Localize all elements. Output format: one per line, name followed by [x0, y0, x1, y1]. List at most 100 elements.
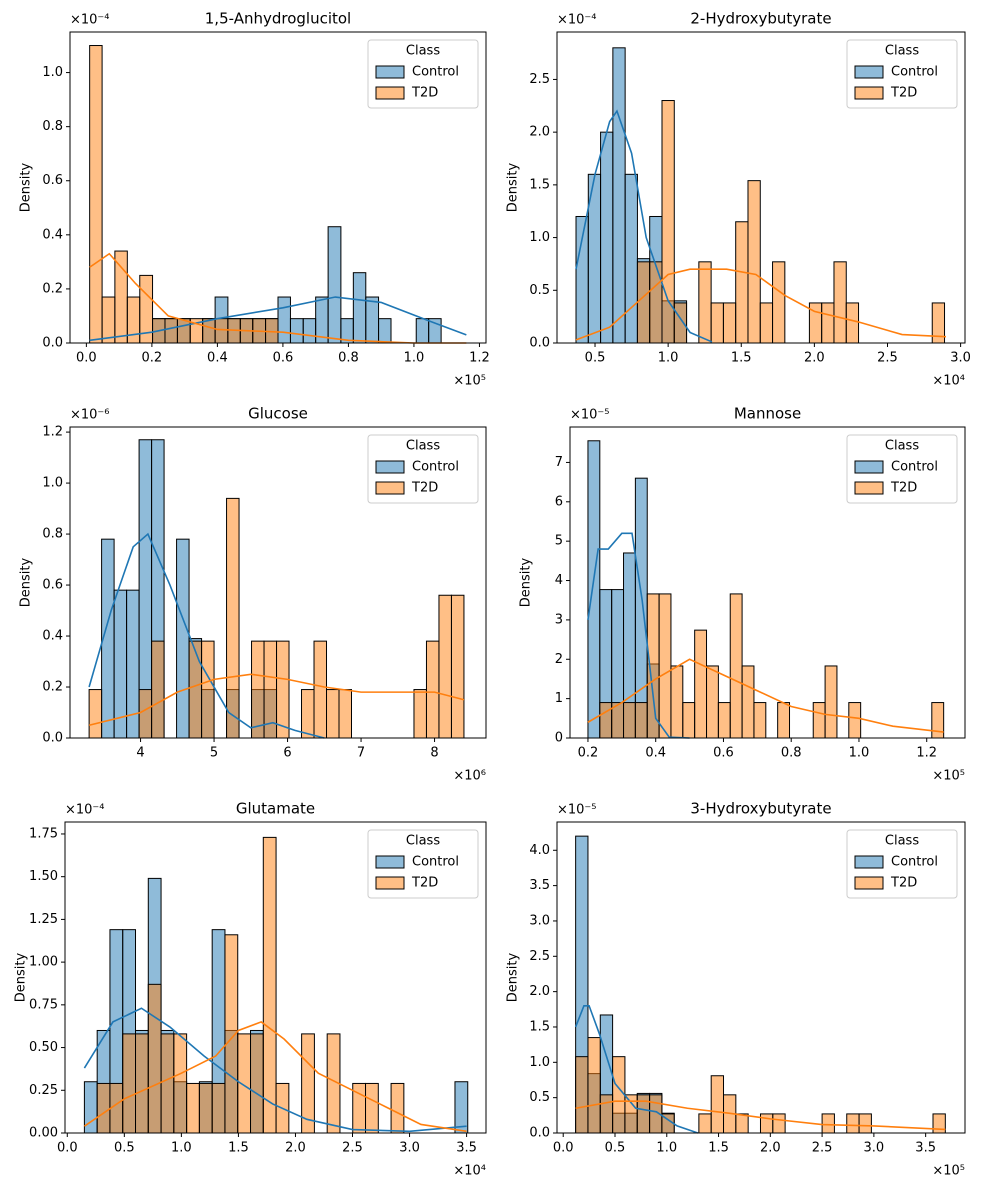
- legend-swatch: [854, 855, 884, 869]
- y-tick-label: 0.8: [42, 119, 63, 134]
- y-tick-label: 0.4: [42, 227, 63, 242]
- y-tick-label: 0.8: [42, 527, 63, 542]
- histogram-bar: [845, 302, 860, 344]
- histogram-bar: [612, 47, 626, 344]
- histogram-bar: [338, 689, 352, 739]
- y-tick-label: 3.5: [529, 878, 550, 893]
- histogram-bar: [649, 261, 663, 344]
- y-tick-label: 0.0: [42, 731, 63, 746]
- histogram-bar: [858, 1113, 872, 1134]
- x-tick-label: 2.5: [812, 1141, 833, 1156]
- histogram-bar: [101, 296, 116, 344]
- kde-line: [89, 252, 467, 344]
- y-tick-label: 1.00: [29, 955, 58, 970]
- x-tick-label: 3.0: [950, 351, 971, 366]
- y-tick-label: 0.2: [42, 680, 63, 695]
- y-axis-label: Density: [19, 557, 34, 607]
- histogram-bar: [160, 1033, 175, 1134]
- histogram-bar: [612, 1056, 626, 1134]
- histogram-bar: [722, 302, 737, 344]
- legend-label: T2D: [890, 876, 917, 891]
- histogram-bar: [415, 318, 430, 344]
- x-tick-label: 0.8: [338, 351, 359, 366]
- x-offset-label: ×10⁵: [932, 1164, 965, 1179]
- histogram-bar: [682, 702, 696, 739]
- y-tick-label: 1.2: [42, 425, 63, 440]
- histogram-bar: [710, 302, 724, 344]
- histogram-bar: [438, 594, 452, 739]
- x-tick-label: 1.5: [228, 1141, 249, 1156]
- histogram-bar: [327, 226, 342, 344]
- legend-swatch: [375, 460, 405, 474]
- y-tick-label: 0.0: [529, 336, 550, 351]
- histogram-bar: [89, 45, 103, 344]
- histogram-bar: [147, 983, 162, 1134]
- axes-frame: [556, 821, 966, 1134]
- y-tick-label: 2.5: [529, 72, 550, 87]
- kde-line: [574, 1004, 699, 1134]
- x-tick-label: 3.5: [915, 1141, 936, 1156]
- x-tick-label: 0.0: [553, 1141, 574, 1156]
- histogram-bar: [670, 665, 684, 739]
- y-tick-label: 4: [555, 573, 563, 588]
- x-tick-label: 1.2: [469, 351, 490, 366]
- histogram-bar: [747, 180, 761, 344]
- y-tick-label: 1.75: [29, 826, 58, 841]
- y-tick-label: 1.5: [529, 1019, 550, 1034]
- legend-title: Class: [406, 439, 440, 454]
- histogram-bar: [276, 640, 290, 739]
- histogram-bar: [211, 1082, 226, 1134]
- histogram-bar: [202, 318, 216, 344]
- y-tick-label: 1.0: [42, 476, 63, 491]
- y-tick-label: 0.25: [29, 1083, 58, 1098]
- histogram-bar: [262, 836, 277, 1134]
- histogram-bar: [251, 640, 265, 739]
- histogram-bar: [352, 272, 367, 344]
- y-tick-label: 0.50: [29, 1040, 58, 1055]
- histogram-bar: [848, 702, 862, 739]
- x-tick-label: 0.5: [114, 1141, 135, 1156]
- histogram-bar: [587, 1037, 601, 1134]
- histogram-bar: [759, 302, 774, 344]
- x-tick-label: 1.5: [708, 1141, 729, 1156]
- histogram-bar: [741, 665, 755, 739]
- histogram-bar: [694, 629, 708, 739]
- x-tick-label: 0.8: [781, 746, 802, 761]
- y-tick-label: 2: [555, 652, 563, 667]
- x-tick-label: 1.2: [916, 746, 937, 761]
- histogram-bar: [413, 689, 427, 739]
- y-offset-label: ×10⁻⁶: [70, 408, 110, 423]
- legend-swatch: [854, 86, 884, 100]
- histogram-bar: [753, 702, 767, 739]
- histogram-bar: [173, 1033, 188, 1134]
- histogram-bar: [735, 1113, 749, 1134]
- y-offset-label: ×10⁻⁴: [70, 13, 110, 28]
- histogram-bar: [250, 1033, 264, 1134]
- x-tick-label: 8: [430, 746, 438, 761]
- legend-swatch: [854, 460, 884, 474]
- histogram-bar: [710, 1075, 725, 1134]
- y-tick-label: 0.0: [529, 1126, 550, 1141]
- histogram-bar: [599, 702, 613, 739]
- chart-title: 1,5-Anhydroglucitol: [205, 10, 351, 28]
- legend-title: Class: [885, 44, 919, 59]
- legend-swatch: [375, 86, 405, 100]
- legend-title: Class: [885, 834, 919, 849]
- x-tick-label: 0.4: [207, 351, 228, 366]
- histogram-bar: [326, 689, 340, 739]
- kde-line: [83, 1007, 467, 1133]
- legend-swatch: [854, 65, 884, 79]
- y-offset-label: ×10⁻⁴: [557, 13, 597, 28]
- y-tick-label: 1.25: [29, 912, 58, 927]
- x-tick-label: 0.0: [57, 1141, 78, 1156]
- x-tick-label: 2.5: [342, 1141, 363, 1156]
- histogram-bar: [198, 1082, 213, 1134]
- histogram-bar: [188, 640, 203, 739]
- y-tick-label: 0.5: [529, 1090, 550, 1105]
- x-offset-label: ×10⁵: [453, 374, 486, 389]
- y-axis-label: Density: [506, 162, 521, 212]
- histogram-bar: [114, 250, 128, 344]
- x-tick-label: 0.6: [273, 351, 294, 366]
- histogram-bar: [186, 1082, 200, 1134]
- histogram-bar: [821, 1113, 835, 1134]
